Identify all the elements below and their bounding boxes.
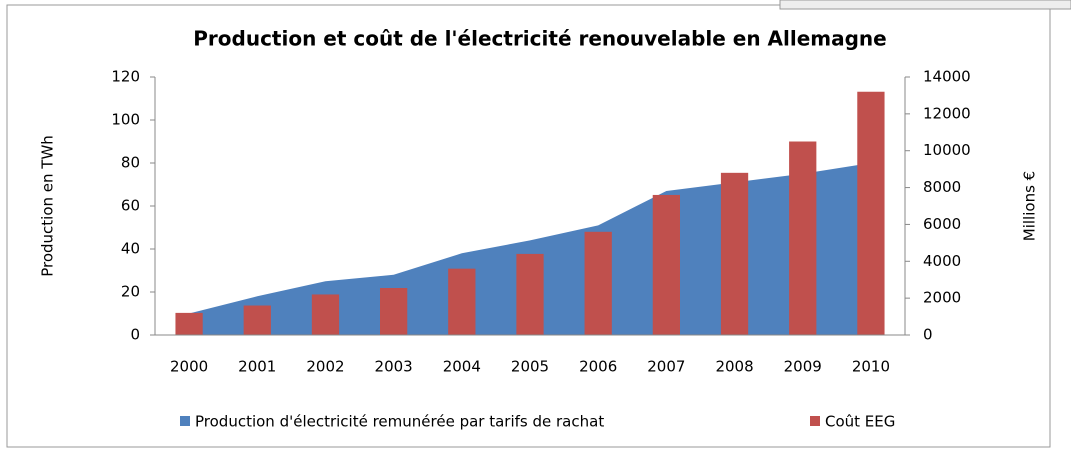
- x-tick-label: 2002: [306, 358, 344, 376]
- bar: [652, 194, 680, 335]
- bar: [380, 288, 408, 335]
- x-tick-label: 2006: [579, 358, 617, 376]
- y2-tick-label: 10000: [923, 141, 971, 159]
- y2-tick-label: 14000: [923, 68, 971, 86]
- y-tick-label: 0: [130, 326, 140, 344]
- x-tick-label: 2008: [715, 358, 753, 376]
- bar: [175, 312, 203, 335]
- bar: [584, 231, 612, 335]
- bar: [243, 305, 271, 335]
- y2-tick-label: 4000: [923, 252, 961, 270]
- legend-label: Coût EEG: [825, 413, 895, 431]
- y-tick-label: 40: [121, 240, 140, 258]
- x-tick-label: 2003: [375, 358, 413, 376]
- area: [189, 163, 871, 335]
- window-edge: [779, 0, 1071, 10]
- x-tick-label: 2009: [784, 358, 822, 376]
- y2-tick-label: 8000: [923, 178, 961, 196]
- x-tick-label: 2005: [511, 358, 549, 376]
- y2-axis-label: Millions €: [1021, 171, 1039, 241]
- legend-label: Production d'électricité remunérée par t…: [195, 413, 604, 431]
- legend-swatch: [810, 416, 820, 426]
- y-tick-label: 100: [111, 111, 140, 129]
- y-tick-label: 80: [121, 154, 140, 172]
- bar: [720, 172, 749, 335]
- y2-tick-label: 12000: [923, 104, 971, 122]
- x-tick-label: 2007: [647, 358, 685, 376]
- y2-tick-label: 6000: [923, 215, 961, 233]
- bar: [857, 91, 885, 335]
- bar: [789, 141, 817, 335]
- y-tick-label: 60: [121, 197, 140, 215]
- y-tick-label: 120: [111, 68, 140, 86]
- chart-title: Production et coût de l'électricité reno…: [193, 27, 887, 51]
- bar: [516, 253, 544, 335]
- x-tick-label: 2000: [170, 358, 208, 376]
- bar: [311, 294, 340, 335]
- legend-swatch: [180, 416, 190, 426]
- x-tick-label: 2004: [443, 358, 481, 376]
- y2-tick-label: 0: [923, 326, 933, 344]
- x-tick-label: 2010: [852, 358, 890, 376]
- y-tick-label: 20: [121, 283, 140, 301]
- x-tick-label: 2001: [238, 358, 276, 376]
- chart-frame: [6, 4, 1051, 448]
- y2-tick-label: 2000: [923, 289, 961, 307]
- y-axis-label: Production en TWh: [39, 135, 57, 277]
- bar: [448, 268, 476, 335]
